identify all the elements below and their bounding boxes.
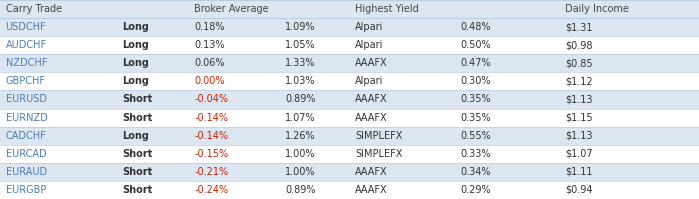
Text: -0.04%: -0.04% [194,95,229,104]
Bar [0,127,699,145]
Text: Long: Long [122,22,149,32]
Text: -0.14%: -0.14% [194,131,229,141]
Text: AAAFX: AAAFX [355,58,388,68]
Text: Long: Long [122,76,149,86]
Bar [0,91,699,108]
Text: $1.15: $1.15 [565,113,593,123]
Text: $1.11: $1.11 [565,167,592,177]
Text: $0.94: $0.94 [565,185,592,195]
Text: 0.89%: 0.89% [285,185,316,195]
Bar [0,163,699,181]
Text: SIMPLEFX: SIMPLEFX [355,149,403,159]
Text: -0.21%: -0.21% [194,167,229,177]
Text: 0.55%: 0.55% [460,131,491,141]
Text: AUDCHF: AUDCHF [6,40,47,50]
Text: -0.15%: -0.15% [194,149,229,159]
Text: Daily Income: Daily Income [565,4,628,14]
Text: Alpari: Alpari [355,76,384,86]
Bar [0,181,699,199]
Text: EURCAD: EURCAD [6,149,46,159]
Text: Short: Short [122,167,152,177]
Text: Broker Average: Broker Average [194,4,269,14]
Text: 0.33%: 0.33% [460,149,491,159]
Text: 0.50%: 0.50% [460,40,491,50]
Text: 0.48%: 0.48% [460,22,491,32]
Text: $1.13: $1.13 [565,95,592,104]
Text: Short: Short [122,95,152,104]
Bar [0,54,699,72]
Text: 0.47%: 0.47% [460,58,491,68]
Text: Long: Long [122,58,149,68]
Text: 0.34%: 0.34% [460,167,491,177]
Text: 0.35%: 0.35% [460,113,491,123]
Text: 1.03%: 1.03% [285,76,316,86]
Text: EURGBP: EURGBP [6,185,46,195]
Text: Highest Yield: Highest Yield [355,4,419,14]
Text: AAAFX: AAAFX [355,113,388,123]
Bar [0,36,699,54]
Bar [0,108,699,127]
Text: AAAFX: AAAFX [355,95,388,104]
Text: 1.09%: 1.09% [285,22,316,32]
Text: $1.12: $1.12 [565,76,593,86]
Bar [0,0,699,18]
Bar [0,18,699,36]
Bar [0,72,699,91]
Text: Short: Short [122,185,152,195]
Text: 0.29%: 0.29% [460,185,491,195]
Text: GBPCHF: GBPCHF [6,76,45,86]
Text: Alpari: Alpari [355,22,384,32]
Text: Short: Short [122,149,152,159]
Text: EURNZD: EURNZD [6,113,48,123]
Text: AAAFX: AAAFX [355,167,388,177]
Text: $1.07: $1.07 [565,149,593,159]
Text: -0.14%: -0.14% [194,113,229,123]
Text: 0.89%: 0.89% [285,95,316,104]
Text: -0.24%: -0.24% [194,185,229,195]
Text: AAAFX: AAAFX [355,185,388,195]
Text: Long: Long [122,40,149,50]
Text: 1.05%: 1.05% [285,40,316,50]
Text: $1.31: $1.31 [565,22,592,32]
Text: 0.18%: 0.18% [194,22,225,32]
Text: NZDCHF: NZDCHF [6,58,47,68]
Text: $0.98: $0.98 [565,40,592,50]
Text: 1.07%: 1.07% [285,113,316,123]
Text: 1.26%: 1.26% [285,131,316,141]
Text: 0.00%: 0.00% [194,76,225,86]
Text: EURUSD: EURUSD [6,95,47,104]
Text: 1.00%: 1.00% [285,149,316,159]
Text: Long: Long [122,131,149,141]
Text: 0.35%: 0.35% [460,95,491,104]
Text: 0.06%: 0.06% [194,58,225,68]
Text: CADCHF: CADCHF [6,131,46,141]
Text: USDCHF: USDCHF [6,22,46,32]
Text: SIMPLEFX: SIMPLEFX [355,131,403,141]
Text: 1.00%: 1.00% [285,167,316,177]
Text: Carry Trade: Carry Trade [6,4,62,14]
Text: Short: Short [122,113,152,123]
Text: $1.13: $1.13 [565,131,592,141]
Text: 0.30%: 0.30% [460,76,491,86]
Text: $0.85: $0.85 [565,58,593,68]
Text: 0.13%: 0.13% [194,40,225,50]
Bar [0,145,699,163]
Text: 1.33%: 1.33% [285,58,316,68]
Text: Alpari: Alpari [355,40,384,50]
Text: EURAUD: EURAUD [6,167,47,177]
